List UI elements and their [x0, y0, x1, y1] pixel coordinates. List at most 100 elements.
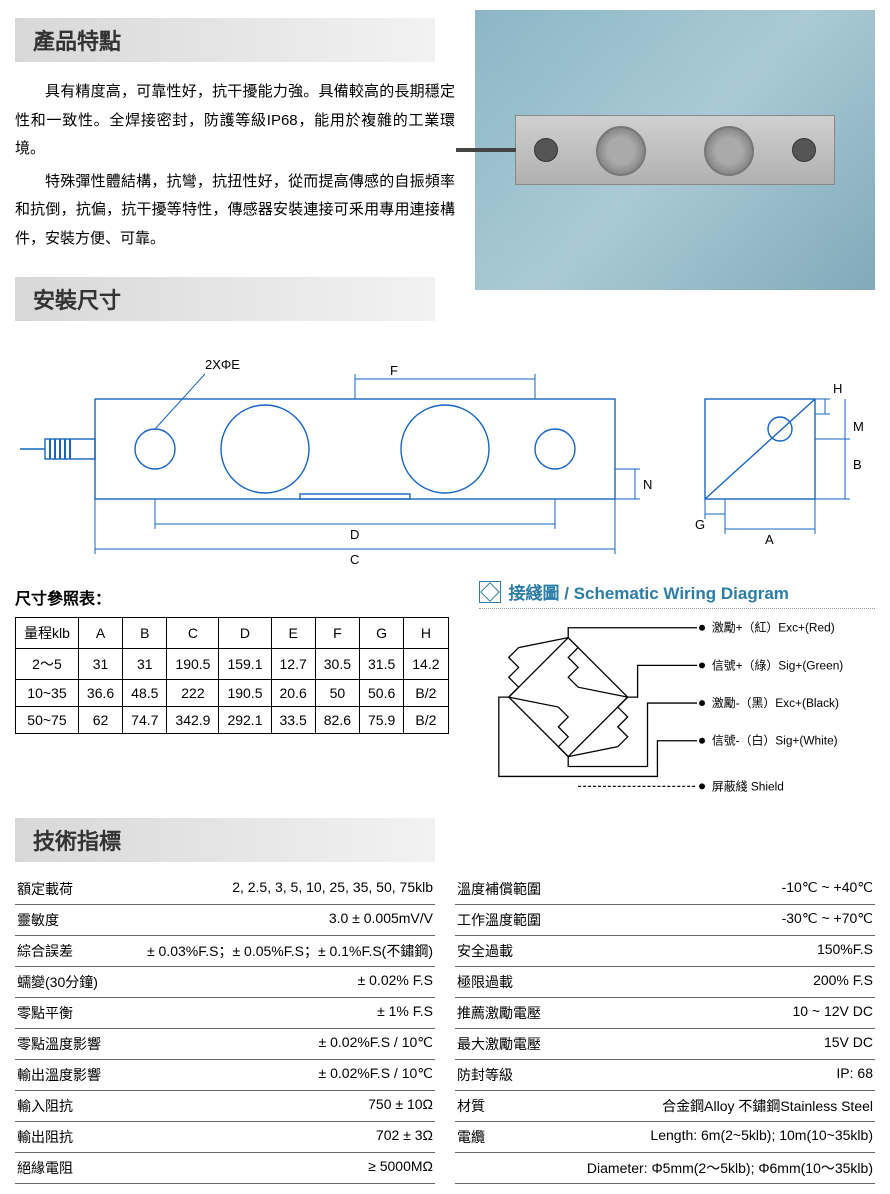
- dim-th: A: [78, 618, 122, 649]
- dim-td: B/2: [404, 680, 448, 707]
- dim-td: 2～5: [16, 649, 79, 680]
- spec-value: ± 0.02%F.S / 10℃: [101, 1065, 433, 1085]
- spec-value: 200% F.S: [513, 972, 873, 992]
- spec-key: 靈敏度: [17, 910, 59, 930]
- dim-th: H: [404, 618, 448, 649]
- spec-key: 推薦激勵電壓: [457, 1003, 541, 1023]
- wiring-block: 接綫圖 / Schematic Wiring Diagram: [479, 579, 876, 810]
- dim-td: 190.5: [219, 680, 271, 707]
- top-section: 產品特點 具有精度高，可靠性好，抗干擾能力強。具備較高的長期穩定性和一致性。全焊…: [15, 10, 875, 333]
- spec-value: ± 0.02% F.S: [98, 972, 433, 992]
- spec-row: 輸入阻抗750 ± 10Ω: [15, 1091, 435, 1122]
- spec-row: 輸出溫度影響± 0.02%F.S / 10℃: [15, 1060, 435, 1091]
- wiring-diagram: 激勵+（紅）Exc+(Red)信號+（綠）Sig+(Green)激勵-（黑）Ex…: [479, 617, 876, 807]
- spec-key: 輸出阻抗: [17, 1127, 73, 1147]
- spec-value: 150%F.S: [513, 941, 873, 961]
- dim-table-caption: 尺寸參照表：: [15, 585, 449, 609]
- spec-key: 零點平衡: [17, 1003, 73, 1023]
- spec-value: ≥ 5000MΩ: [73, 1158, 433, 1178]
- spec-key: 蠕變(30分鐘): [17, 972, 98, 992]
- dim-table-block: 尺寸參照表： 量程klbABCDEFGH 2～53131190.5159.112…: [15, 579, 449, 734]
- dim-td: 31: [78, 649, 122, 680]
- spec-row: 綜合誤差± 0.03%F.S；± 0.05%F.S；± 0.1%F.S(不鏽鋼): [15, 936, 435, 967]
- spec-row: 工作溫度範圍-30℃ ~ +70℃: [455, 905, 875, 936]
- spec-key: 額定載荷: [17, 879, 73, 899]
- dim-td: 50.6: [360, 680, 404, 707]
- spec-key: 輸入阻抗: [17, 1096, 73, 1116]
- table-row: 2～53131190.5159.112.730.531.514.2: [16, 649, 449, 680]
- features-text: 具有精度高，可靠性好，抗干擾能力強。具備較高的長期穩定性和一致性。全焊接密封，防…: [15, 74, 455, 269]
- spec-row: 防封等級IP: 68: [455, 1060, 875, 1091]
- wiring-title-row: 接綫圖 / Schematic Wiring Diagram: [479, 579, 876, 609]
- table-row: 50~756274.7342.9292.133.582.675.9B/2: [16, 707, 449, 734]
- dim-th: 量程klb: [16, 618, 79, 649]
- dim-label-N: N: [643, 477, 652, 492]
- dim-td: 31: [123, 649, 167, 680]
- spec-row: 額定載荷2, 2.5, 3, 5, 10, 25, 35, 50, 75klb: [15, 874, 435, 905]
- dim-td: 31.5: [360, 649, 404, 680]
- spec-key: 最大激勵電壓: [457, 1034, 541, 1054]
- dim-label-M: M: [853, 419, 864, 434]
- dim-td: 75.9: [360, 707, 404, 734]
- spec-value: -10℃ ~ +40℃: [541, 879, 873, 899]
- wire-label: 屏蔽綫 Shield: [711, 779, 783, 793]
- dim-label-G: G: [695, 517, 705, 532]
- dim-label-D: D: [350, 527, 359, 542]
- spec-key: 絕緣電阻: [17, 1158, 73, 1178]
- dim-td: 159.1: [219, 649, 271, 680]
- spec-row: 零點溫度影響± 0.02%F.S / 10℃: [15, 1029, 435, 1060]
- spec-row: 零點平衡± 1% F.S: [15, 998, 435, 1029]
- spec-row: 電纜Length: 6m(2~5klb); 10m(10~35klb): [455, 1122, 875, 1153]
- spec-value: Diameter: Φ5mm(2～5klb); Φ6mm(10～35klb): [457, 1158, 873, 1178]
- dim-td: 190.5: [167, 649, 219, 680]
- dim-td: 20.6: [271, 680, 315, 707]
- dim-td: 12.7: [271, 649, 315, 680]
- dim-label-F: F: [390, 363, 398, 378]
- features-p1: 具有精度高，可靠性好，抗干擾能力強。具備較高的長期穩定性和一致性。全焊接密封，防…: [15, 78, 455, 164]
- dim-th: G: [360, 618, 404, 649]
- spec-row: 推薦激勵電壓10 ~ 12V DC: [455, 998, 875, 1029]
- spec-row: 輸出阻抗702 ± 3Ω: [15, 1122, 435, 1153]
- spec-key: 輸出溫度影響: [17, 1065, 101, 1085]
- features-block: 產品特點 具有精度高，可靠性好，抗干擾能力強。具備較高的長期穩定性和一致性。全焊…: [15, 10, 455, 333]
- dim-th: D: [219, 618, 271, 649]
- spec-key: 極限過載: [457, 972, 513, 992]
- spec-row: 極限過載200% F.S: [455, 967, 875, 998]
- spec-value: Length: 6m(2~5klb); 10m(10~35klb): [485, 1127, 873, 1147]
- wire-label: 信號-（白）Sig+(White): [711, 734, 837, 748]
- dimension-drawing: 2XΦE F D C N H M B G A: [15, 339, 875, 569]
- dim-td: 222: [167, 680, 219, 707]
- spec-value: ± 0.03%F.S；± 0.05%F.S；± 0.1%F.S(不鏽鋼): [73, 941, 433, 961]
- spec-key: 溫度補償範圍: [457, 879, 541, 899]
- spec-value: 702 ± 3Ω: [73, 1127, 433, 1147]
- features-heading: 產品特點: [15, 18, 435, 62]
- dim-th: C: [167, 618, 219, 649]
- spec-value: 15V DC: [541, 1034, 873, 1054]
- spec-row: 材質合金鋼Alloy 不鏽鋼Stainless Steel: [455, 1091, 875, 1122]
- dim-td: 36.6: [78, 680, 122, 707]
- dim-td: 14.2: [404, 649, 448, 680]
- spec-value: 750 ± 10Ω: [73, 1096, 433, 1116]
- spec-row: 靈敏度3.0 ± 0.005mV/V: [15, 905, 435, 936]
- spec-key: 防封等級: [457, 1065, 513, 1085]
- loadcell-illustration: [515, 115, 835, 185]
- dim-label-B: B: [853, 457, 862, 472]
- spec-table: 額定載荷2, 2.5, 3, 5, 10, 25, 35, 50, 75klb靈…: [15, 874, 875, 1184]
- spec-row: 最大激勵電壓15V DC: [455, 1029, 875, 1060]
- spec-key: 零點溫度影響: [17, 1034, 101, 1054]
- wiring-title: 接綫圖 / Schematic Wiring Diagram: [509, 579, 789, 604]
- wire-label: 信號+（綠）Sig+(Green): [711, 658, 842, 672]
- spec-row: 蠕變(30分鐘)± 0.02% F.S: [15, 967, 435, 998]
- spec-row: Diameter: Φ5mm(2～5klb); Φ6mm(10～35klb): [455, 1153, 875, 1184]
- dim-th: F: [315, 618, 359, 649]
- dim-td: 50: [315, 680, 359, 707]
- spec-row: 安全過載150%F.S: [455, 936, 875, 967]
- table-row: 10~3536.648.5222190.520.65050.6B/2: [16, 680, 449, 707]
- dim-td: 62: [78, 707, 122, 734]
- spec-row: 絕緣電阻≥ 5000MΩ: [15, 1153, 435, 1184]
- spec-value: 3.0 ± 0.005mV/V: [59, 910, 433, 930]
- dimension-table: 量程klbABCDEFGH 2～53131190.5159.112.730.53…: [15, 617, 449, 734]
- dim-td: B/2: [404, 707, 448, 734]
- product-photo: [475, 10, 875, 290]
- dim-label-2xE: 2XΦE: [205, 357, 240, 372]
